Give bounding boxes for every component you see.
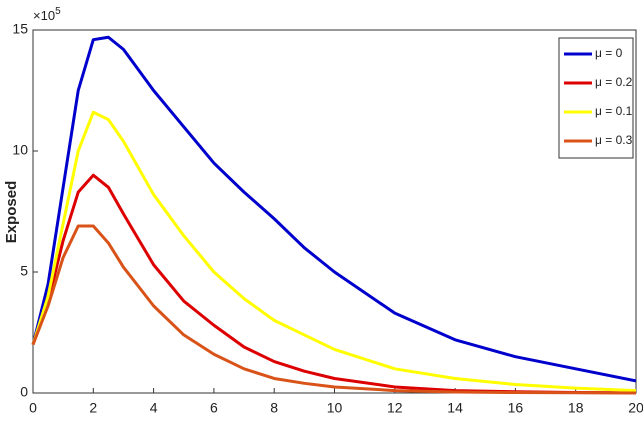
y-multiplier-exponent: 5 — [55, 6, 61, 17]
series-line — [31, 110, 637, 393]
x-tick-label: 8 — [270, 400, 278, 416]
series-line — [31, 224, 637, 395]
x-tick-label: 6 — [210, 400, 218, 416]
x-tick-label: 20 — [628, 400, 643, 416]
x-tick-label: 10 — [327, 400, 343, 416]
y-axis-label: Exposed — [3, 181, 20, 244]
y-multiplier: ×105 — [33, 6, 61, 24]
legend-label: μ = 0.1 — [595, 104, 633, 118]
legend-label: μ = 0.2 — [595, 75, 633, 89]
x-tick-label: 14 — [447, 400, 463, 416]
x-tick-label: 2 — [89, 400, 97, 416]
series-line — [31, 173, 637, 395]
x-tick-label: 0 — [29, 400, 37, 416]
y-tick-label: 10 — [12, 142, 28, 158]
y-tick-label: 15 — [12, 21, 28, 37]
y-tick-label: 0 — [20, 384, 28, 400]
y-multiplier-base: ×10 — [33, 8, 55, 23]
y-tick-label: 5 — [20, 263, 28, 279]
x-tick-label: 18 — [568, 400, 584, 416]
legend-label: μ = 0.3 — [595, 133, 633, 147]
x-tick-label: 16 — [508, 400, 524, 416]
x-tick-label: 12 — [387, 400, 403, 416]
series-line — [31, 35, 637, 383]
x-tick-label: 4 — [150, 400, 158, 416]
legend-label: μ = 0 — [595, 46, 623, 60]
legend-box — [558, 37, 634, 159]
